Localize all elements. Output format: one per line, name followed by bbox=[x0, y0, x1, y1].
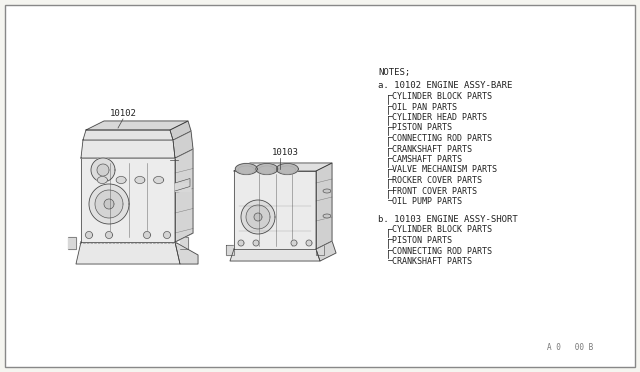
Polygon shape bbox=[76, 242, 180, 264]
Ellipse shape bbox=[323, 214, 331, 218]
Polygon shape bbox=[234, 241, 332, 249]
Text: FRONT COVER PARTS: FRONT COVER PARTS bbox=[392, 186, 477, 196]
Polygon shape bbox=[81, 140, 175, 158]
Polygon shape bbox=[83, 131, 191, 140]
Text: CYLINDER BLOCK PARTS: CYLINDER BLOCK PARTS bbox=[392, 225, 492, 234]
Polygon shape bbox=[86, 231, 93, 238]
Bar bbox=[180, 237, 188, 249]
Bar bbox=[175, 183, 190, 191]
Polygon shape bbox=[253, 240, 259, 246]
Text: OIL PUMP PARTS: OIL PUMP PARTS bbox=[392, 197, 462, 206]
Polygon shape bbox=[86, 121, 188, 130]
Polygon shape bbox=[234, 171, 316, 249]
Ellipse shape bbox=[323, 189, 331, 193]
Text: PISTON PARTS: PISTON PARTS bbox=[392, 236, 452, 245]
Polygon shape bbox=[104, 199, 114, 209]
Polygon shape bbox=[81, 149, 193, 158]
Text: 10103: 10103 bbox=[271, 148, 298, 157]
Ellipse shape bbox=[256, 164, 278, 174]
Polygon shape bbox=[163, 231, 170, 238]
Text: CRANKSHAFT PARTS: CRANKSHAFT PARTS bbox=[392, 144, 472, 154]
Ellipse shape bbox=[116, 176, 126, 183]
Text: CYLINDER HEAD PARTS: CYLINDER HEAD PARTS bbox=[392, 113, 487, 122]
Polygon shape bbox=[254, 213, 262, 221]
Text: PISTON PARTS: PISTON PARTS bbox=[392, 124, 452, 132]
Ellipse shape bbox=[154, 176, 164, 183]
Text: a. 10102 ENGINE ASSY-BARE: a. 10102 ENGINE ASSY-BARE bbox=[378, 81, 513, 90]
Polygon shape bbox=[246, 205, 270, 229]
Polygon shape bbox=[230, 249, 320, 261]
Ellipse shape bbox=[236, 164, 257, 174]
Text: CRANKSHAFT PARTS: CRANKSHAFT PARTS bbox=[392, 257, 472, 266]
Polygon shape bbox=[97, 164, 109, 176]
Ellipse shape bbox=[135, 176, 145, 183]
Polygon shape bbox=[143, 231, 150, 238]
Polygon shape bbox=[173, 131, 193, 158]
Text: CONNECTING ROD PARTS: CONNECTING ROD PARTS bbox=[392, 247, 492, 256]
Polygon shape bbox=[306, 240, 312, 246]
Polygon shape bbox=[95, 190, 123, 218]
Polygon shape bbox=[316, 241, 336, 261]
Polygon shape bbox=[83, 130, 173, 140]
Polygon shape bbox=[91, 158, 115, 182]
Polygon shape bbox=[238, 240, 244, 246]
Polygon shape bbox=[234, 163, 332, 171]
Text: CYLINDER BLOCK PARTS: CYLINDER BLOCK PARTS bbox=[392, 92, 492, 101]
Polygon shape bbox=[175, 149, 193, 242]
Bar bbox=[316, 245, 324, 255]
Ellipse shape bbox=[276, 164, 298, 174]
Polygon shape bbox=[81, 233, 193, 242]
Polygon shape bbox=[175, 242, 198, 264]
Polygon shape bbox=[316, 163, 332, 249]
Text: A 0   00 B: A 0 00 B bbox=[547, 343, 593, 352]
Text: NOTES;: NOTES; bbox=[378, 68, 410, 77]
Text: CAMSHAFT PARTS: CAMSHAFT PARTS bbox=[392, 155, 462, 164]
Bar bbox=[68, 237, 76, 249]
Text: b. 10103 ENGINE ASSY-SHORT: b. 10103 ENGINE ASSY-SHORT bbox=[378, 215, 518, 224]
Polygon shape bbox=[89, 184, 129, 224]
Bar bbox=[226, 245, 234, 255]
Polygon shape bbox=[241, 200, 275, 234]
Text: VALVE MECHANISM PARTS: VALVE MECHANISM PARTS bbox=[392, 166, 497, 174]
Polygon shape bbox=[291, 240, 297, 246]
Text: OIL PAN PARTS: OIL PAN PARTS bbox=[392, 103, 457, 112]
Text: 10102: 10102 bbox=[109, 109, 136, 118]
Polygon shape bbox=[106, 231, 113, 238]
Text: CONNECTING ROD PARTS: CONNECTING ROD PARTS bbox=[392, 134, 492, 143]
Text: ROCKER COVER PARTS: ROCKER COVER PARTS bbox=[392, 176, 482, 185]
Ellipse shape bbox=[97, 176, 108, 183]
Polygon shape bbox=[170, 121, 191, 140]
Polygon shape bbox=[81, 158, 175, 242]
